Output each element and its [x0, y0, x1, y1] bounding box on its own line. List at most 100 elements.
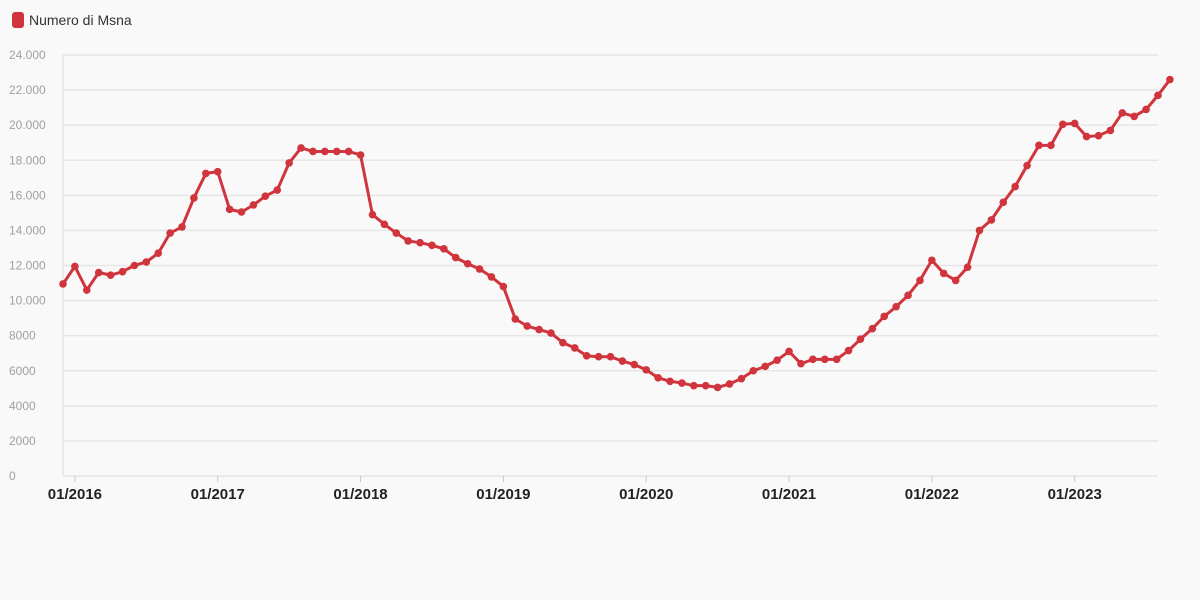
axis-layer: 0 2000 4000 6000 8000 10.000 12.000 14.000 16.00…: [9, 48, 1102, 503]
data-point: [928, 256, 936, 265]
x-tick-label: 01/2018: [333, 486, 387, 503]
data-point: [475, 265, 484, 273]
data-point: [785, 347, 793, 356]
data-point: [368, 210, 377, 219]
data-point: [904, 291, 912, 300]
y-tick-label: 14.000: [9, 223, 46, 237]
data-point: [213, 167, 222, 176]
data-point: [285, 159, 293, 167]
data-point: [666, 377, 674, 386]
data-point: [690, 381, 698, 390]
data-point: [892, 302, 900, 311]
data-point: [916, 276, 924, 285]
y-tick-label: 6000: [9, 364, 36, 378]
data-point: [1082, 132, 1091, 141]
data-point: [844, 346, 853, 355]
y-tick-label: 18.000: [9, 153, 46, 167]
data-point: [380, 220, 389, 229]
point-layer: [59, 75, 1174, 392]
y-tick-label: 20.000: [9, 118, 46, 132]
data-point: [309, 147, 317, 156]
data-point: [118, 267, 127, 276]
data-point: [178, 223, 186, 231]
data-point: [939, 269, 948, 278]
data-point: [630, 360, 639, 369]
data-point: [832, 355, 841, 364]
data-point: [225, 205, 234, 214]
data-point: [59, 280, 67, 288]
series-layer: [61, 78, 1172, 389]
data-point: [297, 144, 305, 152]
data-point: [654, 373, 662, 382]
data-point: [487, 273, 496, 281]
x-tick-label: 01/2016: [48, 486, 102, 503]
data-point: [440, 245, 448, 253]
data-point: [523, 322, 531, 330]
data-point: [868, 324, 877, 333]
data-point: [678, 379, 686, 387]
data-point: [202, 169, 210, 178]
data-point: [559, 338, 567, 347]
data-point: [1166, 75, 1174, 84]
data-point: [809, 355, 817, 364]
data-point: [1106, 126, 1115, 135]
data-point: [499, 282, 508, 291]
x-tick-label: 01/2020: [619, 486, 673, 503]
legend-swatch: [12, 12, 24, 28]
data-point: [142, 258, 151, 266]
data-point: [463, 259, 472, 268]
data-point: [1047, 141, 1055, 150]
x-tick-label: 01/2023: [1048, 486, 1102, 503]
y-tick-label: 12.000: [9, 259, 46, 273]
data-point: [416, 238, 424, 247]
x-tick-label: 01/2021: [762, 486, 816, 503]
data-point: [1094, 131, 1103, 140]
data-point: [582, 352, 591, 360]
data-point: [880, 312, 889, 321]
data-point: [392, 229, 401, 237]
data-point: [1154, 91, 1162, 100]
data-point: [975, 226, 984, 235]
data-point: [321, 147, 329, 156]
data-point: [166, 229, 174, 237]
y-tick-label: 8000: [9, 329, 36, 343]
data-point: [987, 216, 996, 224]
data-point: [535, 325, 543, 334]
data-point: [951, 276, 960, 285]
data-point: [1142, 105, 1150, 114]
y-tick-label: 4000: [9, 399, 36, 413]
data-point: [737, 374, 746, 383]
data-point: [428, 241, 436, 250]
data-point: [1023, 161, 1031, 170]
data-point: [106, 271, 115, 279]
data-point: [594, 352, 603, 361]
data-point: [1070, 119, 1079, 128]
data-point: [261, 192, 270, 201]
data-point: [511, 315, 520, 323]
y-tick-label: 16.000: [9, 188, 46, 202]
data-point: [761, 362, 770, 371]
series-line: [61, 78, 1172, 389]
data-point: [749, 366, 758, 375]
data-point: [999, 198, 1008, 207]
data-point: [451, 253, 460, 262]
y-tick-label: 2000: [9, 434, 36, 448]
data-point: [332, 147, 341, 156]
data-point: [83, 286, 91, 294]
data-point: [71, 262, 79, 271]
data-point: [1011, 182, 1019, 191]
legend[interactable]: Numero di Msna: [12, 12, 132, 28]
data-point: [570, 344, 579, 352]
x-tick-label: 01/2019: [476, 486, 530, 503]
y-tick-label: 10.000: [9, 294, 46, 308]
data-point: [237, 208, 246, 216]
legend-label: Numero di Msna: [29, 12, 132, 28]
data-point: [1130, 112, 1138, 121]
y-tick-label: 24.000: [9, 48, 46, 62]
data-point: [547, 329, 555, 337]
data-point: [273, 186, 282, 194]
grid-layer: [63, 54, 1158, 477]
data-point: [713, 383, 722, 392]
data-point: [618, 357, 627, 365]
